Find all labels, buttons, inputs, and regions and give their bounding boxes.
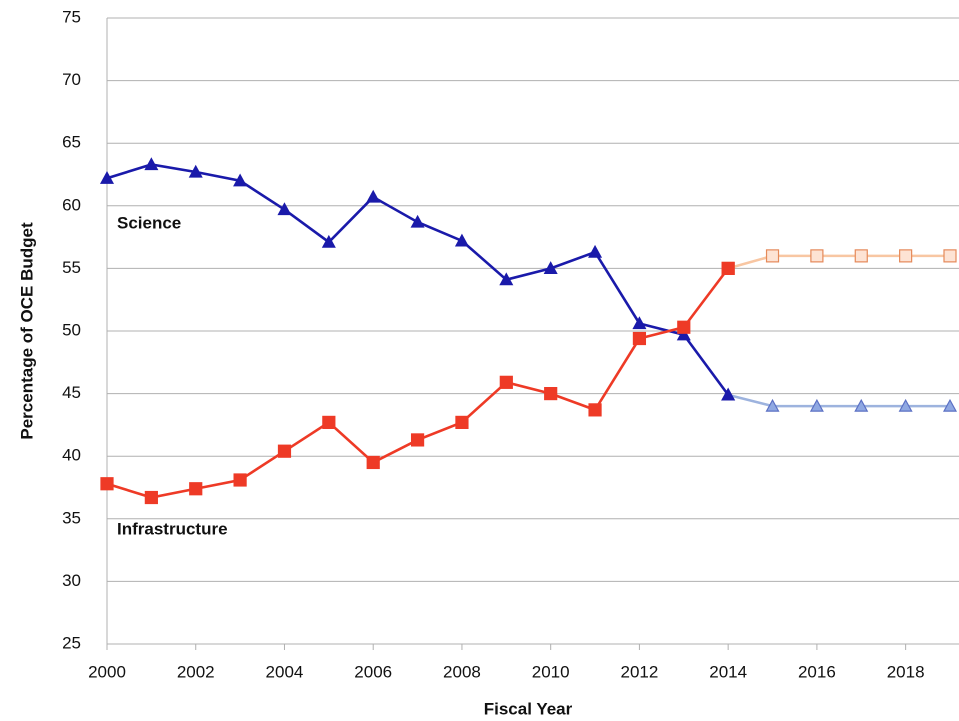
triangle-marker xyxy=(410,214,425,228)
square-marker xyxy=(100,477,114,491)
triangle-marker xyxy=(721,387,736,401)
x-tick-label: 2016 xyxy=(798,662,836,681)
square-marker xyxy=(899,249,913,263)
triangle-marker xyxy=(676,327,691,341)
series-line xyxy=(727,254,950,270)
triangle-marker xyxy=(144,157,159,171)
triangle-marker xyxy=(588,244,603,258)
triangle-marker xyxy=(854,398,869,412)
triangle-marker xyxy=(942,398,958,412)
y-tick-label: 70 xyxy=(62,70,81,89)
x-tick-label: 2014 xyxy=(709,662,747,681)
y-tick-label: 35 xyxy=(62,508,81,527)
y-tick-label: 40 xyxy=(62,446,81,465)
y-tick-label: 45 xyxy=(62,383,81,402)
y-tick-label: 75 xyxy=(62,7,81,26)
series-line xyxy=(106,267,730,499)
square-marker xyxy=(544,387,558,401)
triangle-marker xyxy=(277,202,292,216)
y-axis-label: Percentage of OCE Budget xyxy=(17,222,36,440)
x-tick-label: 2006 xyxy=(354,662,392,681)
triangle-marker xyxy=(99,171,115,184)
x-tick-label: 2008 xyxy=(443,662,481,681)
triangle-marker xyxy=(499,272,514,286)
y-tick-label: 25 xyxy=(62,633,81,652)
square-marker xyxy=(410,433,425,447)
square-marker xyxy=(233,473,247,487)
x-tick-label: 2002 xyxy=(177,662,215,681)
x-tick-label: 2000 xyxy=(88,662,126,681)
y-tick-label: 60 xyxy=(62,195,81,214)
square-marker xyxy=(854,249,868,263)
square-marker xyxy=(189,482,203,496)
square-marker xyxy=(810,249,824,263)
square-marker xyxy=(144,490,158,505)
square-marker xyxy=(499,375,513,389)
square-marker xyxy=(721,261,735,275)
triangle-marker xyxy=(765,398,780,412)
square-marker xyxy=(322,415,336,429)
triangle-marker xyxy=(809,398,824,412)
triangle-marker xyxy=(188,164,203,178)
square-marker xyxy=(632,331,647,346)
y-tick-label: 65 xyxy=(62,133,81,152)
square-marker xyxy=(455,415,469,429)
triangle-marker xyxy=(454,233,469,247)
square-marker xyxy=(277,444,292,458)
triangle-marker xyxy=(632,316,647,330)
triangle-marker xyxy=(321,234,336,248)
square-marker xyxy=(677,320,691,334)
triangle-marker xyxy=(543,261,558,274)
x-tick-label: 2010 xyxy=(532,662,570,681)
square-marker xyxy=(943,249,957,263)
series-label: Infrastructure xyxy=(117,519,228,538)
y-tick-label: 55 xyxy=(62,258,81,277)
series-line xyxy=(106,163,730,396)
square-marker xyxy=(366,455,380,470)
series-label: Science xyxy=(117,213,181,232)
triangle-marker xyxy=(898,398,913,412)
y-tick-label: 50 xyxy=(62,320,81,339)
x-tick-label: 2004 xyxy=(266,662,304,681)
square-marker xyxy=(765,249,780,263)
square-marker xyxy=(588,403,602,417)
triangle-marker xyxy=(233,173,248,187)
y-tick-label: 30 xyxy=(62,571,81,590)
x-axis-label: Fiscal Year xyxy=(484,699,573,718)
triangle-marker xyxy=(366,189,381,203)
x-tick-label: 2018 xyxy=(887,662,925,681)
series-line xyxy=(727,393,950,408)
x-tick-label: 2012 xyxy=(621,662,659,681)
